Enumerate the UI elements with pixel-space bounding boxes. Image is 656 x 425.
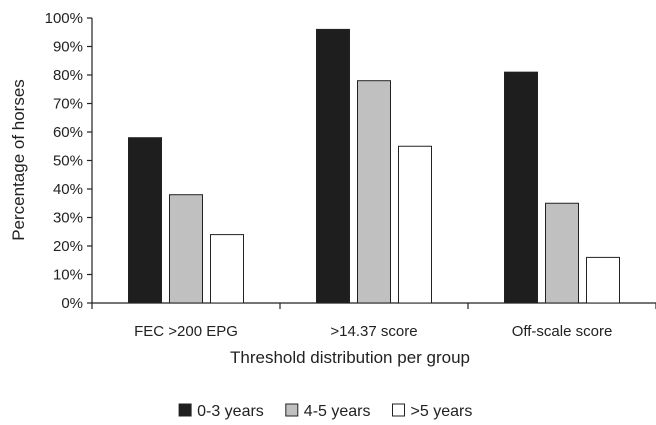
y-tick-label: 40% (53, 181, 83, 198)
bar-2-1 (545, 202, 579, 304)
y-tick-label: 30% (53, 210, 83, 227)
y-axis-title: Percentage of horses (9, 79, 28, 241)
bar-0-1 (169, 194, 203, 304)
legend-label: 0-3 years (197, 403, 264, 420)
bar-2-2 (586, 256, 620, 304)
y-tick-label: 0% (61, 295, 83, 312)
y-tick-label: 70% (53, 96, 83, 113)
y-tick-labels: 0% 10% 20% 30% 40% 50% 60% 70% 80% 90% 100% (45, 10, 83, 312)
bar-1-1 (357, 80, 391, 304)
legend-swatch (285, 403, 299, 417)
y-tick-label: 10% (53, 267, 83, 284)
legend-swatch (392, 403, 405, 417)
legend-label: >5 years (411, 403, 473, 420)
legend: 0-3 years 4-5 years >5 years (178, 403, 473, 420)
y-tick-label: 90% (53, 39, 83, 56)
x-tick-label: >14.37 score (330, 323, 417, 340)
bar-0-0 (128, 137, 162, 304)
x-tick-label: Off-scale score (512, 323, 613, 340)
legend-swatch (178, 403, 192, 417)
bar-2-0 (504, 71, 538, 304)
bar-1-2 (398, 145, 432, 304)
y-tick-label: 20% (53, 238, 83, 255)
y-tick-label: 100% (45, 10, 83, 27)
bar-1-0 (316, 28, 350, 304)
legend-label: 4-5 years (304, 403, 371, 420)
y-tick-label: 60% (53, 124, 83, 141)
x-axis-title: Threshold distribution per group (230, 348, 470, 367)
y-tick-label: 80% (53, 67, 83, 84)
y-tick-label: 50% (53, 153, 83, 170)
x-tick-label: FEC >200 EPG (134, 323, 238, 340)
bar-0-2 (210, 234, 244, 304)
bars (128, 28, 620, 304)
x-tick-labels: FEC >200 EPG >14.37 score Off-scale score (134, 323, 612, 340)
